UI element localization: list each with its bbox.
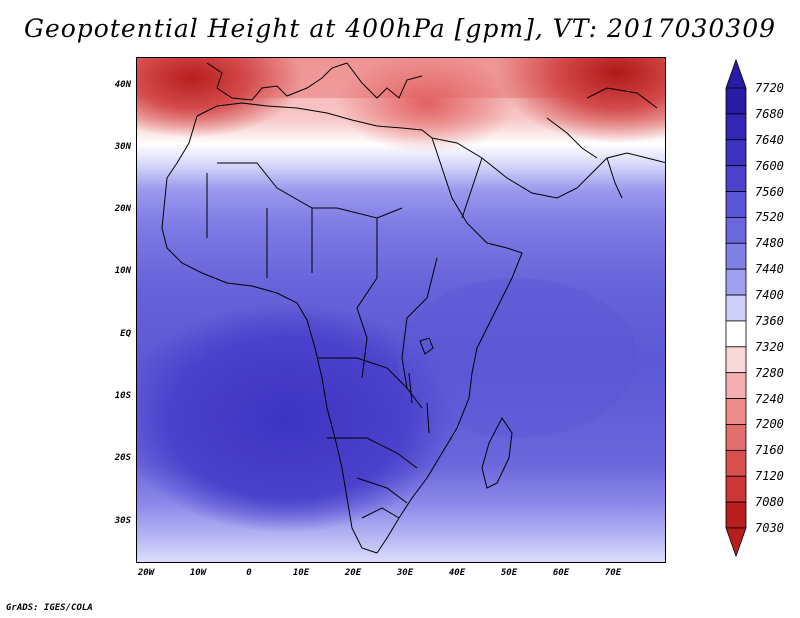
colorbar-cell <box>725 424 747 451</box>
colorbar-label: 7080 <box>755 495 784 510</box>
colorbar-label: 7360 <box>755 313 784 328</box>
colorbar-label: 7160 <box>755 443 784 458</box>
colorbar-cell <box>725 113 747 141</box>
colorbar-label: 7600 <box>755 158 784 173</box>
colorbar-cell <box>725 294 747 322</box>
colorbar-cell <box>725 449 747 477</box>
lon-label-10w: 10W <box>189 568 207 578</box>
colorbar-cell <box>725 475 747 503</box>
lat-label-eq: EQ <box>120 329 131 339</box>
colorbar-label: 7720 <box>755 81 784 95</box>
colorbar-min-arrow <box>725 527 747 558</box>
map-panel <box>136 57 666 563</box>
lon-label-60e: 60E <box>552 568 570 578</box>
lat-label-30n: 30N <box>114 142 131 152</box>
lat-label-10s: 10S <box>114 391 131 401</box>
colorbar-label: 7120 <box>755 469 784 484</box>
colorbar-cell <box>725 398 747 425</box>
coastlines <box>161 62 665 554</box>
colorbar-cell <box>725 501 747 529</box>
lon-label-0: 0 <box>246 568 252 578</box>
lat-label-20s: 20S <box>114 453 131 463</box>
colorbar-label: 7320 <box>755 339 784 354</box>
colorbar-cell <box>725 165 747 192</box>
lon-label-70e: 70E <box>604 568 622 578</box>
colorbar-cell <box>725 320 747 348</box>
geopotential-field-map <box>137 58 665 562</box>
colorbar-label: 7440 <box>755 262 784 277</box>
colorbar-cell <box>725 139 747 167</box>
lon-label-30e: 30E <box>396 568 414 578</box>
colorbar-max-arrow <box>725 58 747 89</box>
colorbar-cell <box>725 191 747 218</box>
lat-label-10n: 10N <box>114 266 131 276</box>
colorbar-cell <box>725 372 747 399</box>
lon-label-50e: 50E <box>500 568 518 578</box>
colorbar-label: 7520 <box>755 210 784 225</box>
colorbar-label: 7200 <box>755 417 784 432</box>
colorbar-label: 7280 <box>755 365 784 380</box>
lat-label-40n: 40N <box>114 80 131 90</box>
colorbar-label: 7640 <box>755 132 784 147</box>
footer-credit: GrADS: IGES/COLA <box>6 603 93 613</box>
colorbar-label: 7680 <box>755 106 784 121</box>
colorbar-label: 7030 <box>755 521 784 535</box>
lon-label-20e: 20E <box>344 568 362 578</box>
colorbar-cell <box>725 217 747 244</box>
colorbar <box>725 58 747 558</box>
lat-label-30s: 30S <box>114 516 131 526</box>
colorbar-label: 7400 <box>755 288 784 303</box>
colorbar-cell <box>725 346 747 374</box>
map-title: Geopotential Height at 400hPa [gpm], VT:… <box>23 14 777 43</box>
lon-label-40e: 40E <box>448 568 466 578</box>
colorbar-label: 7480 <box>755 236 784 251</box>
lon-label-20w: 20W <box>137 568 155 578</box>
lat-label-20n: 20N <box>114 204 131 214</box>
colorbar-cell <box>725 242 747 270</box>
colorbar-cell <box>725 87 747 115</box>
lon-label-10e: 10E <box>292 568 310 578</box>
colorbar-label: 7560 <box>755 184 784 199</box>
colorbar-label: 7240 <box>755 391 784 406</box>
colorbar-cell <box>725 268 747 296</box>
